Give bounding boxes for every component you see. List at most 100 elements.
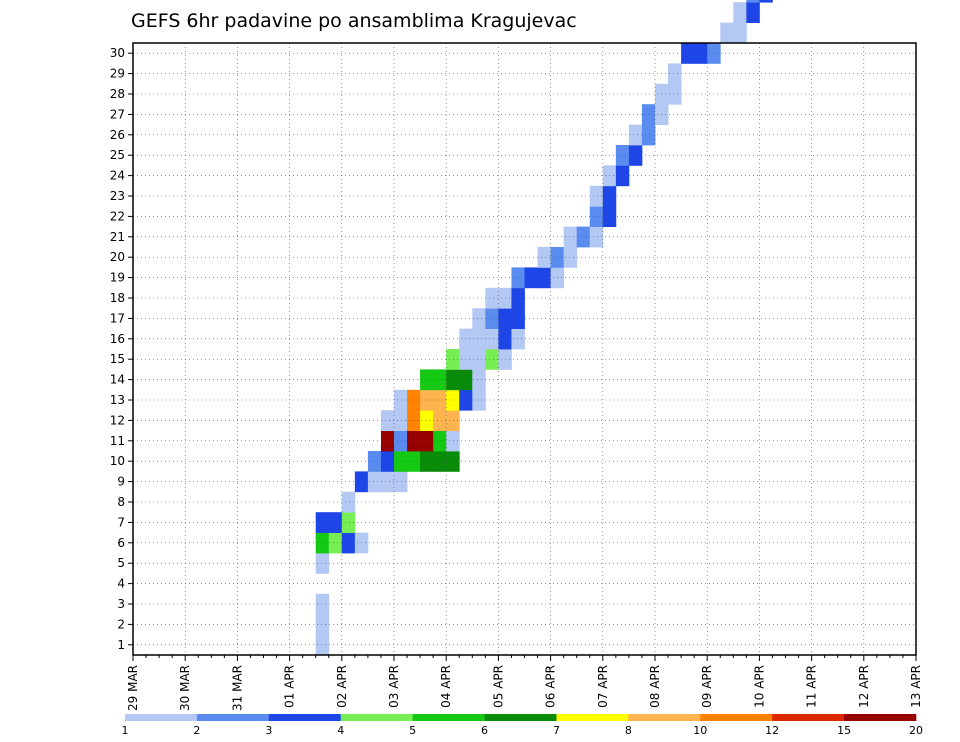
x-tick-label: 01 APR [283,665,297,708]
heatmap-cell [759,0,773,3]
x-tick-label: 13 APR [909,665,923,708]
y-tick-label: 21 [110,230,125,244]
colorbar-swatch [340,714,413,721]
heatmap-cell [341,491,356,513]
y-tick-label: 13 [110,393,125,407]
heatmap-cell [315,512,330,533]
heatmap-cell [537,267,551,289]
heatmap-cell [394,389,408,411]
y-tick-label: 30 [110,46,125,60]
heatmap-cell [472,349,486,370]
heatmap-cell [720,22,734,44]
heatmap-cell [589,185,604,207]
heatmap-cell [446,430,460,452]
heatmap-cell [615,145,630,166]
y-tick-label: 18 [110,291,125,305]
heatmap-cell [485,349,499,370]
y-tick-label: 19 [110,271,125,285]
heatmap-cell [394,471,408,493]
heatmap-cell [420,451,434,472]
x-tick-label: 11 APR [805,665,819,708]
y-tick-label: 4 [117,577,125,591]
colorbar-label: 8 [625,724,632,737]
x-tick-label: 12 APR [857,665,871,708]
colorbar: 1 2 3 4 5 6 7 8 10 12 15 20 [122,714,923,737]
y-tick-label: 1 [117,638,125,652]
x-tick-label: 03 APR [387,665,401,708]
heatmap-cell [472,308,486,329]
x-tick-label: 08 APR [648,665,662,708]
colorbar-label: 10 [693,724,707,737]
x-tick-label: 31 MAR [230,665,244,711]
grid-lines [132,43,917,655]
chart-title: GEFS 6hr padavine po ansamblima Kragujev… [131,10,577,32]
y-tick-label: 14 [110,373,125,387]
y-tick-label: 22 [110,209,125,223]
colorbar-swatch [484,714,557,721]
y-tick-label: 29 [110,67,125,81]
heatmap-cell [589,206,604,227]
heatmap-cell [380,430,395,452]
heatmap-cell [511,308,525,329]
heatmap-cell [433,410,447,431]
heatmap-cell [341,532,356,554]
x-tick-label: 30 MAR [178,665,192,711]
x-axis: 29 MAR 30 MAR 31 MAR 01 APR 02 APR 03 APR 04 A… [126,655,923,711]
y-tick-label: 9 [117,475,125,489]
y-tick-label: 10 [110,454,125,468]
heatmap-cell [446,369,460,391]
heatmap-cell [668,83,682,105]
heatmap-cell [433,430,447,452]
x-tick-label: 07 APR [596,665,610,708]
y-tick-label: 16 [110,332,125,346]
heatmap-cell [394,410,408,431]
heatmap-cell [420,389,434,411]
heatmap-cell [524,267,538,289]
heatmap-cell [746,2,760,23]
colorbar-swatch [772,714,845,721]
heatmap-cell [681,43,695,64]
heatmap-cell [628,124,643,146]
heatmap-cell [446,451,460,472]
heatmap-cell [328,512,343,533]
heatmap-cell [315,593,330,615]
x-tick-label: 09 APR [700,665,714,708]
y-tick-label: 12 [110,413,125,427]
heatmap-cell [420,430,434,452]
heatmap-cell [380,451,395,472]
heatmap-cell [511,328,525,350]
heatmap-cell [341,512,356,533]
heatmap-cell [394,451,408,472]
heatmap-cell [420,410,434,431]
heatmap-cell [420,369,434,391]
heatmap-cell [315,614,330,635]
colorbar-swatch [844,714,917,721]
heatmap-cell [589,226,604,248]
y-tick-label: 17 [110,311,125,325]
heatmap-cell [628,145,643,166]
y-tick-label: 8 [117,495,125,509]
colorbar-label: 15 [837,724,851,737]
heatmap-cell [328,532,343,554]
heatmap-cell [433,451,447,472]
colorbar-label: 2 [193,724,200,737]
heatmap-cell [472,369,486,391]
colorbar-label: 20 [909,724,923,737]
heatmap-cell [511,267,525,289]
y-tick-label: 23 [110,189,125,203]
colorbar-label: 7 [553,724,560,737]
y-tick-label: 7 [117,515,125,529]
y-tick-label: 2 [117,617,125,631]
x-tick-label: 04 APR [439,665,453,708]
y-tick-label: 25 [110,148,125,162]
y-tick-label: 28 [110,87,125,101]
y-tick-label: 26 [110,128,125,142]
heatmap-cell [433,389,447,411]
colorbar-swatch [412,714,485,721]
y-axis: 1234567891011121314151617181920212223242… [110,46,133,652]
heatmap-cell [615,165,630,187]
heatmap-cell [380,471,395,493]
y-tick-label: 3 [117,597,125,611]
heatmap-cell [733,22,747,44]
heatmap-cell [641,104,656,125]
